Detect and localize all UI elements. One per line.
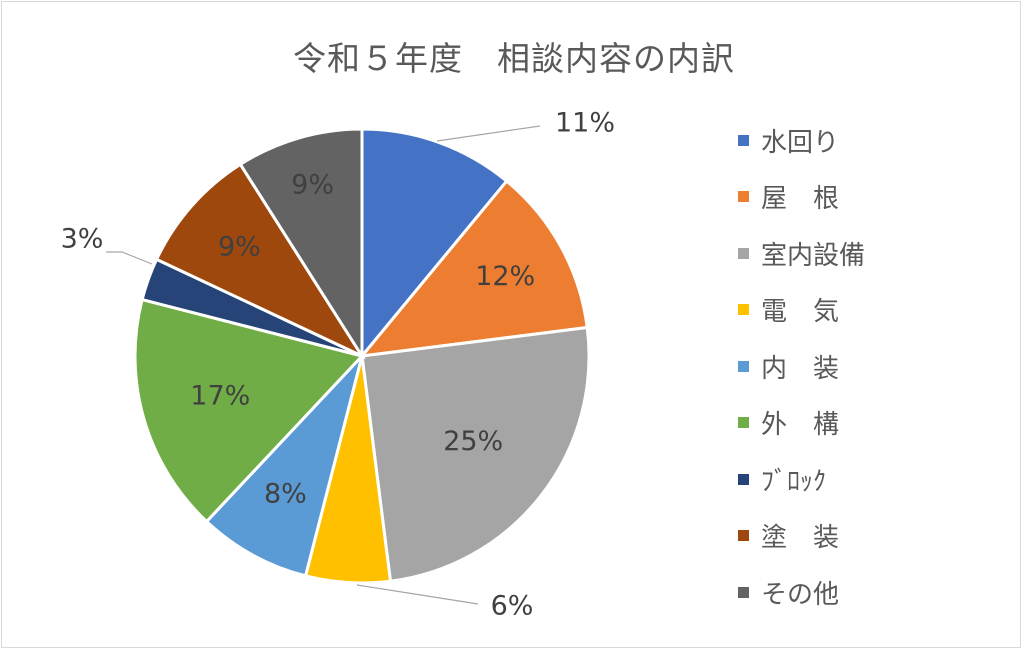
legend-label: 外 構 bbox=[761, 410, 840, 440]
legend-swatch bbox=[738, 247, 749, 259]
slice-data-label: 12% bbox=[475, 261, 535, 292]
legend-label: その他 bbox=[761, 579, 840, 610]
pie-slice bbox=[360, 127, 509, 361]
slice-data-label: 11% bbox=[555, 108, 615, 139]
legend-label: 電 気 bbox=[761, 297, 840, 327]
pie-slice bbox=[358, 178, 589, 358]
legend-swatch bbox=[738, 360, 749, 372]
legend-item: 内 装 bbox=[738, 346, 839, 386]
slice-data-label: 9% bbox=[218, 231, 261, 262]
slice-data-label: 6% bbox=[491, 591, 534, 622]
legend-swatch bbox=[738, 417, 749, 428]
legend-item: 電 気 bbox=[738, 290, 839, 330]
slice-data-label: 8% bbox=[264, 479, 307, 510]
legend-item: 屋 根 bbox=[738, 177, 839, 217]
legend-label: 屋 根 bbox=[761, 184, 840, 214]
legend-swatch bbox=[738, 134, 749, 146]
leader-line bbox=[106, 251, 153, 265]
pie-slice bbox=[204, 354, 364, 578]
legend-swatch bbox=[738, 586, 749, 598]
slice-data-label: 25% bbox=[443, 426, 503, 457]
chart-title: 令和５年度 相談内容の内訳 bbox=[293, 39, 735, 78]
legend-swatch bbox=[738, 530, 749, 541]
leader-line bbox=[436, 125, 541, 142]
pie-slice bbox=[238, 127, 364, 362]
legend-item: 室内設備 bbox=[738, 233, 865, 273]
slice-data-label: 3% bbox=[61, 224, 104, 255]
legend-swatch bbox=[738, 473, 749, 485]
legend-item: 水回り bbox=[738, 120, 839, 160]
legend-label: ﾌﾞﾛｯｸ bbox=[761, 466, 827, 497]
pie-slice bbox=[154, 162, 367, 360]
legend-item: 外 構 bbox=[738, 403, 839, 443]
legend-label: 内 装 bbox=[761, 353, 840, 384]
legend-label: 室内設備 bbox=[761, 240, 866, 271]
legend-label: 水回り bbox=[761, 127, 840, 158]
pie-slice bbox=[360, 325, 591, 583]
legend-swatch bbox=[738, 191, 749, 202]
legend-item: ﾌﾞﾛｯｸ bbox=[738, 459, 826, 499]
pie-slice bbox=[133, 297, 365, 524]
legend-label: 塗 装 bbox=[761, 523, 840, 553]
leader-line bbox=[356, 584, 479, 605]
legend-swatch bbox=[738, 304, 749, 315]
slice-data-label: 17% bbox=[190, 381, 250, 412]
legend-item: その他 bbox=[738, 572, 839, 612]
slice-data-label: 9% bbox=[291, 170, 334, 201]
legend-item: 塗 装 bbox=[738, 516, 839, 556]
